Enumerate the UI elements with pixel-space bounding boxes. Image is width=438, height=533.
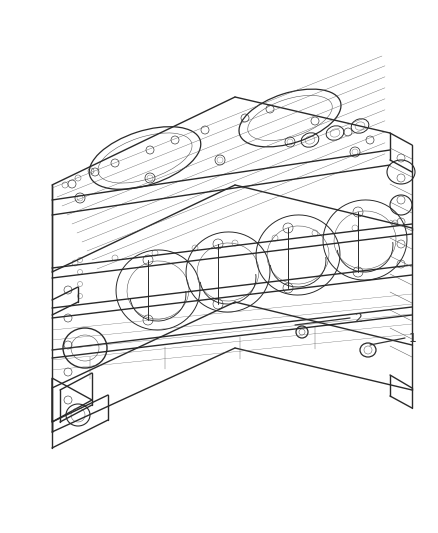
Text: 2: 2	[354, 311, 362, 325]
Text: 1: 1	[409, 332, 417, 344]
